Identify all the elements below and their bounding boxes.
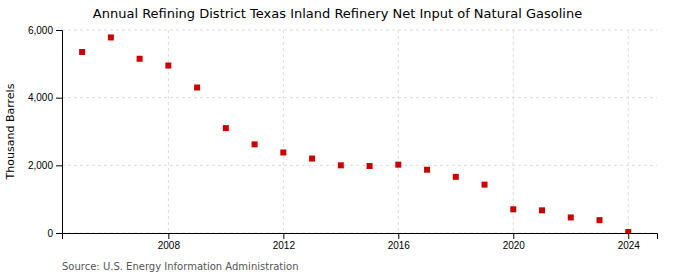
point [597,217,603,223]
tick-label: 2020 [503,240,526,251]
grid-line [168,30,169,233]
point [539,207,545,213]
tick-mark [398,233,399,239]
point [79,49,85,55]
tick: 2012 [273,233,296,251]
point [252,141,258,147]
grid [62,30,657,233]
tick-label: 2016 [388,240,411,251]
point [424,167,430,173]
grid-line [513,30,514,233]
point [194,85,200,91]
tick: 2016 [388,233,411,251]
tick: 4,000 [28,92,62,103]
tick-label: 0 [47,228,53,239]
tick: 6,000 [28,25,62,36]
point [108,34,114,40]
grid-line [398,30,399,233]
grid-line [62,30,657,31]
point [165,63,171,69]
tick-label: 2024 [618,240,641,251]
y-axis-title: Thousand Barrels [4,83,17,180]
tick: 2008 [158,233,181,251]
point [367,163,373,169]
point [223,125,229,131]
chart: 2008 2012 2016 2020 2024 0 2,000 4,000 6,000 Annu… [0,0,675,275]
point [568,214,574,220]
y-axis: 0 2,000 4,000 6,000 [28,25,63,239]
tick-mark [628,233,629,239]
tick: 2024 [618,233,641,251]
point [510,206,516,212]
point [338,162,344,168]
title: Annual Refining District Texas Inland Re… [93,6,582,21]
tick-mark [56,233,62,234]
grid-line [62,165,657,166]
tick-mark [283,233,284,239]
grid-line [628,30,629,233]
tick: 0 [47,228,62,239]
point [137,56,143,62]
axis-line [56,31,63,234]
tick: 2,000 [28,160,62,171]
point [453,174,459,180]
axis-line [63,234,658,240]
tick-mark [513,233,514,239]
point [395,162,401,168]
point [280,149,286,155]
point [309,156,315,162]
point [625,229,631,233]
tick-mark [56,98,62,99]
tick: 2020 [503,233,526,251]
tick-mark [56,165,62,166]
source: Source: U.S. Energy Information Administ… [62,261,299,272]
grid-line [62,97,657,98]
tick-label: 2012 [273,240,296,251]
tick-label: 6,000 [28,25,53,36]
tick-label: 2,000 [28,160,53,171]
point [482,182,488,188]
tick-mark [56,30,62,31]
grid-line [283,30,284,233]
tick-label: 2008 [158,240,181,251]
tick-label: 4,000 [28,92,53,103]
tick-mark [168,233,169,239]
x-axis: 2008 2012 2016 2020 2024 [63,233,658,251]
points [79,34,631,233]
